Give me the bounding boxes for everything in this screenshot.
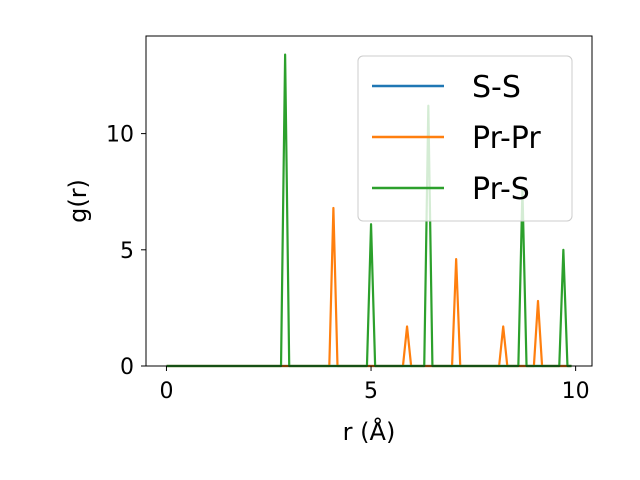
- x-tick-label: 5: [364, 379, 378, 404]
- series-line-pr-pr: [166, 206, 572, 368]
- legend: S-S Pr-Pr Pr-S: [357, 55, 573, 222]
- x-tick-label: 10: [562, 379, 590, 404]
- x-axis: 0 5 10: [159, 366, 590, 404]
- x-axis-label: r (Å): [343, 417, 396, 446]
- y-axis-label: g(r): [64, 179, 92, 223]
- y-tick-label: 5: [120, 239, 134, 264]
- legend-label-s-s: S-S: [472, 70, 521, 105]
- y-tick-label: 10: [106, 123, 134, 148]
- legend-label-pr-pr: Pr-Pr: [472, 121, 541, 156]
- axes-frame: [145, 35, 593, 367]
- y-axis: 0 5 10: [106, 123, 146, 380]
- legend-label-pr-s: Pr-S: [472, 172, 530, 207]
- legend-box: [357, 55, 573, 222]
- y-tick-label: 0: [120, 355, 134, 380]
- x-tick-label: 0: [159, 379, 173, 404]
